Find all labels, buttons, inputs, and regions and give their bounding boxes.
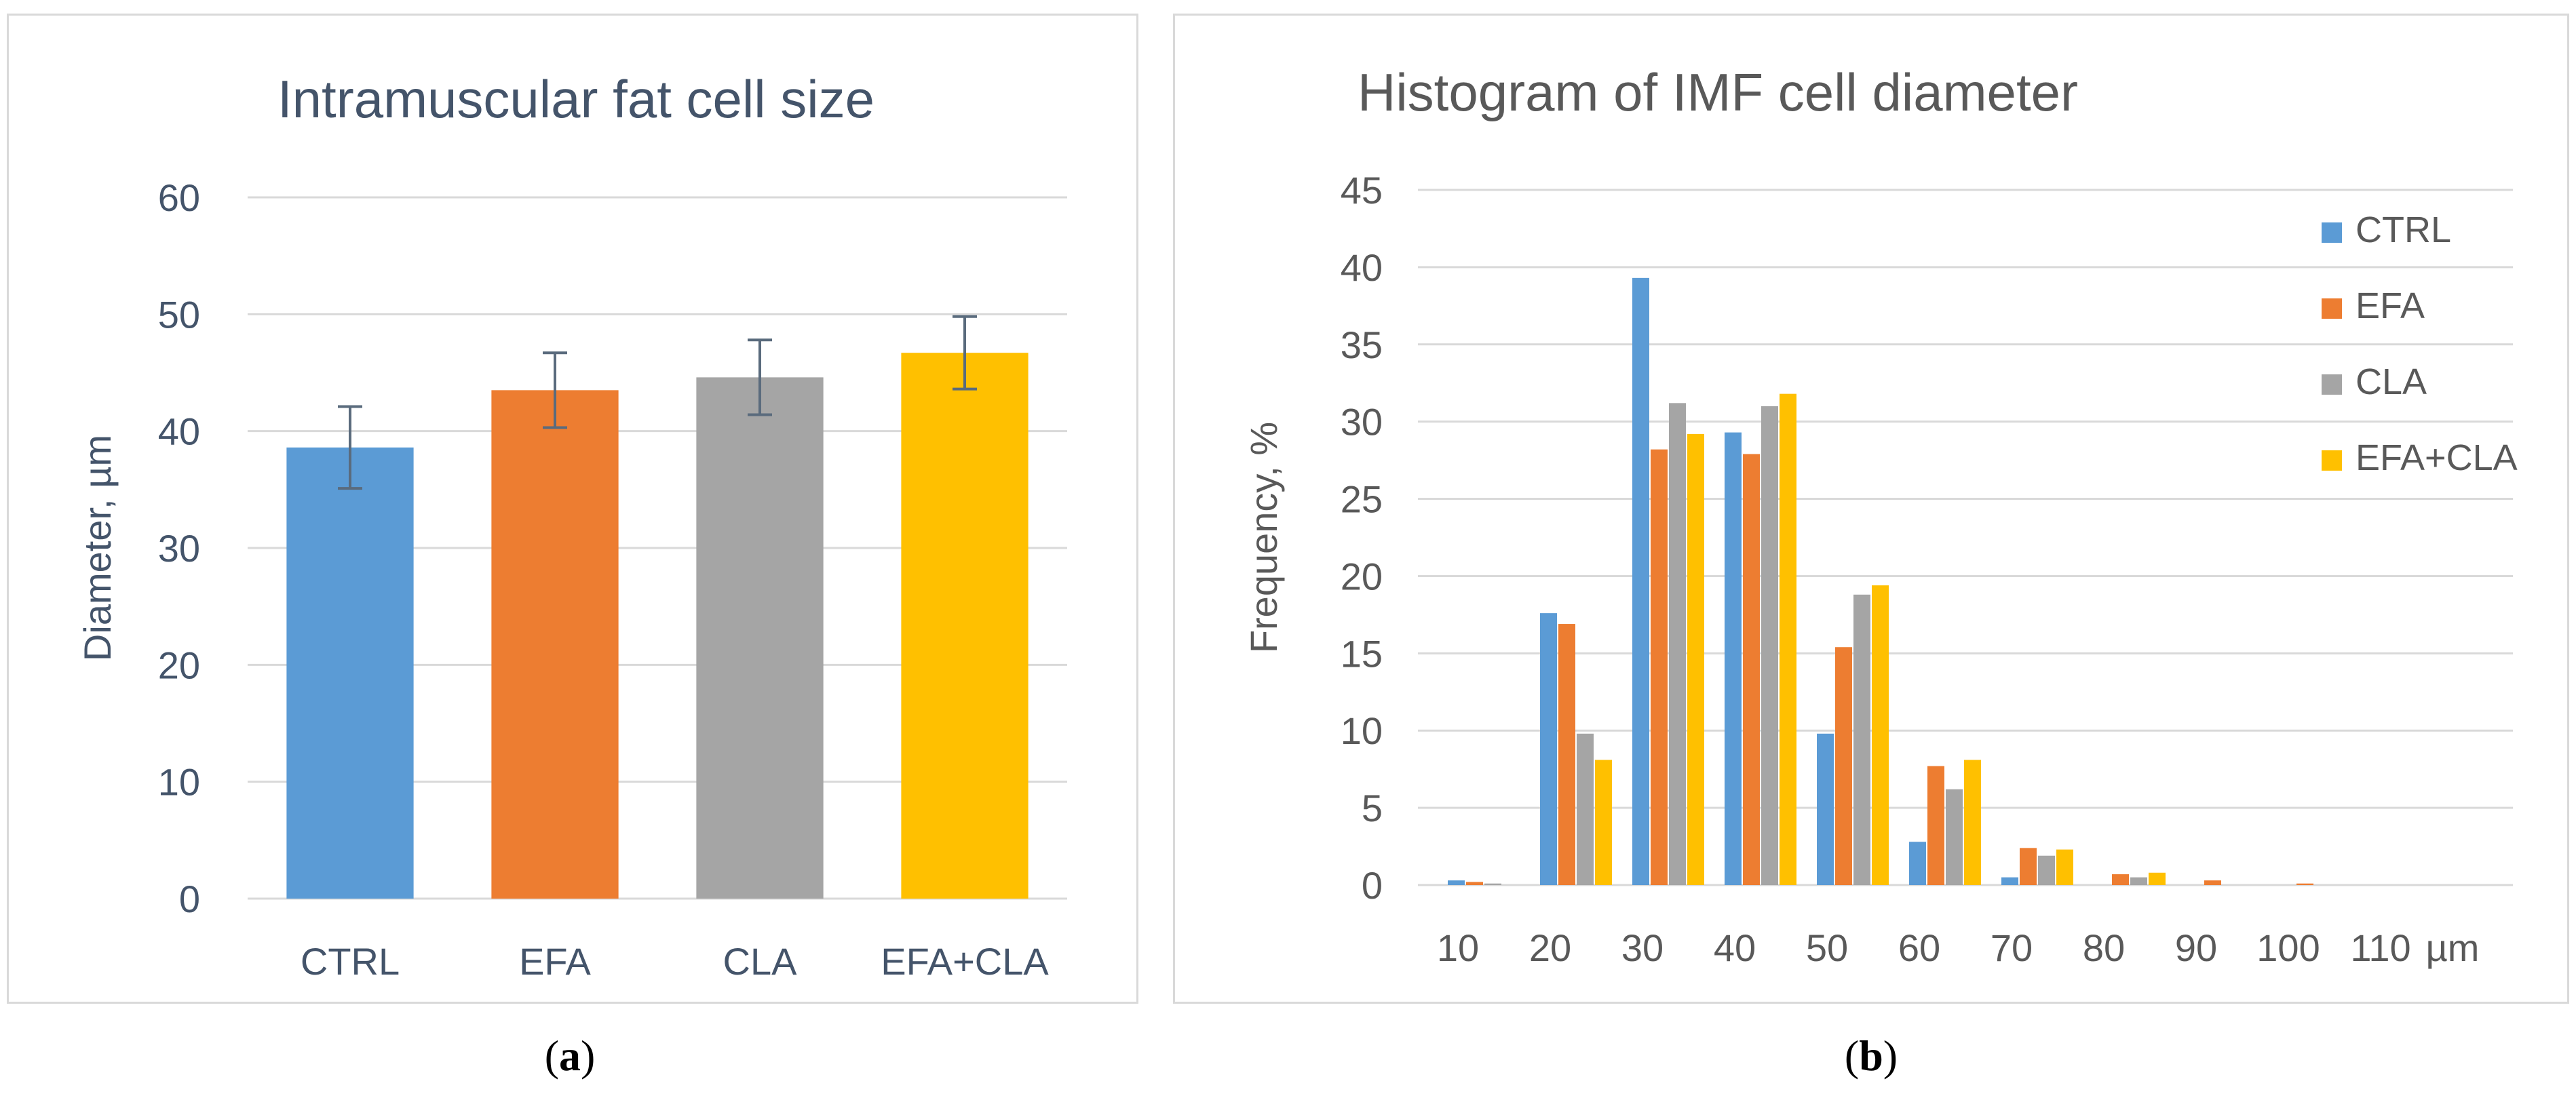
bar-ctrl-70 <box>2001 877 2018 885</box>
bar-efa-plus-cla-50 <box>1872 585 1889 885</box>
bar-cla <box>696 377 824 899</box>
x-tick-label: 80 <box>2083 926 2125 969</box>
bar-efa-80 <box>2112 874 2129 885</box>
x-tick-label: CLA <box>723 940 798 983</box>
caption-b: (b) <box>1844 1032 1898 1080</box>
y-tick-label: 60 <box>158 176 200 219</box>
bar-efa-plus-cla-20 <box>1595 760 1612 885</box>
bar-cla-50 <box>1853 594 1870 885</box>
x-tick-label: 10 <box>1437 926 1479 969</box>
bar-efa-plus-cla-30 <box>1687 433 1704 885</box>
y-tick-label: 20 <box>1341 555 1383 597</box>
x-tick-label: 100 <box>2256 926 2320 969</box>
x-tick-label: EFA+CLA <box>881 940 1049 983</box>
x-tick-label: 30 <box>1621 926 1664 969</box>
legend-swatch-efa <box>2322 298 2342 319</box>
y-tick-label: 0 <box>179 878 200 920</box>
chart-title: Intramuscular fat cell size <box>277 69 874 129</box>
x-tick-label: 90 <box>2175 926 2217 969</box>
x-tick-label: 20 <box>1529 926 1571 969</box>
legend-swatch-ctrl <box>2322 222 2342 243</box>
bar-efa-40 <box>1743 454 1760 885</box>
bar-efa-100 <box>2296 883 2313 885</box>
bar-efa-50 <box>1835 647 1852 885</box>
bar-cla-70 <box>2038 855 2055 885</box>
bar-efa <box>491 390 619 899</box>
bar-efa-plus-cla-80 <box>2149 872 2166 885</box>
x-tick-label: EFA <box>519 940 591 983</box>
bar-ctrl-10 <box>1448 880 1465 885</box>
legend-label-ctrl: CTRL <box>2356 210 2451 250</box>
caption-a: (a) <box>544 1032 596 1080</box>
y-tick-label: 40 <box>1341 246 1383 289</box>
chart-panel-a: Intramuscular fat cell size 0 10 20 30 40 50 60… <box>7 14 1138 1004</box>
bar-cla-60 <box>1946 789 1963 885</box>
cell-size-bar-chart: Intramuscular fat cell size 0 10 20 30 40 50 60… <box>76 69 1067 983</box>
legend-swatch-efa-plus-cla <box>2322 450 2342 471</box>
legend-swatch-cla <box>2322 374 2342 395</box>
y-tick-label: 25 <box>1341 478 1383 521</box>
y-tick-label: 15 <box>1341 632 1383 675</box>
x-tick-label: 70 <box>1991 926 2033 969</box>
legend-label-efa: EFA <box>2356 286 2425 326</box>
chart-panel-b: Histogram of IMF cell diameter 0 5 10 15 20 25… <box>1173 14 2569 1004</box>
bar-cla-40 <box>1761 406 1778 885</box>
cell-diameter-histogram: Histogram of IMF cell diameter 0 5 10 15 20 25… <box>1242 62 2518 969</box>
x-tick-label: 110 <box>2350 926 2410 969</box>
y-tick-label: 5 <box>1362 787 1383 829</box>
y-tick-label: 45 <box>1341 169 1383 212</box>
bar-ctrl-60 <box>1909 842 1926 885</box>
x-axis-label: µm <box>2426 926 2480 969</box>
y-axis-label: Diameter, µm <box>76 435 119 661</box>
x-tick-label: 50 <box>1806 926 1848 969</box>
bar-ctrl-30 <box>1632 277 1649 885</box>
bar-cla-20 <box>1577 733 1594 885</box>
y-tick-label: 10 <box>158 761 200 804</box>
y-tick-label: 0 <box>1362 864 1383 907</box>
caption-b-letter: b <box>1859 1032 1883 1080</box>
bar-ctrl-40 <box>1725 432 1742 885</box>
bar-efa-plus-cla-70 <box>2056 849 2073 885</box>
bar-efa-10 <box>1466 882 1483 885</box>
bar-cla-10 <box>1484 883 1501 885</box>
y-tick-label: 40 <box>158 410 200 453</box>
bar-efa-plus-cla-60 <box>1964 760 1981 885</box>
y-tick-label: 50 <box>158 293 200 336</box>
y-tick-label: 20 <box>158 644 200 686</box>
y-tick-label: 30 <box>1341 401 1383 444</box>
legend-label-cla: CLA <box>2356 361 2427 402</box>
x-tick-label: CTRL <box>301 940 400 983</box>
caption-a-letter: a <box>559 1032 581 1080</box>
bar-cla-30 <box>1669 403 1686 885</box>
bar-efa-20 <box>1558 624 1575 885</box>
bar-efa-60 <box>1927 766 1944 885</box>
y-axis-label: Frequency, % <box>1242 422 1285 653</box>
legend-label-efa-plus-cla: EFA+CLA <box>2356 437 2518 478</box>
bar-ctrl-20 <box>1540 613 1557 885</box>
y-tick-label: 35 <box>1341 323 1383 366</box>
bar-ctrl <box>286 447 414 899</box>
x-tick-label: 60 <box>1898 926 1940 969</box>
chart-title: Histogram of IMF cell diameter <box>1358 62 2078 122</box>
bar-efa-plus-cla <box>901 353 1029 899</box>
bar-efa-90 <box>2204 880 2221 885</box>
x-tick-label: 40 <box>1714 926 1756 969</box>
bar-efa-30 <box>1651 449 1668 885</box>
bar-cla-80 <box>2130 877 2147 885</box>
y-tick-label: 30 <box>158 527 200 570</box>
bar-efa-plus-cla-40 <box>1780 393 1796 885</box>
bar-efa-70 <box>2020 848 2037 885</box>
bar-ctrl-50 <box>1817 733 1834 885</box>
y-tick-label: 10 <box>1341 709 1383 752</box>
